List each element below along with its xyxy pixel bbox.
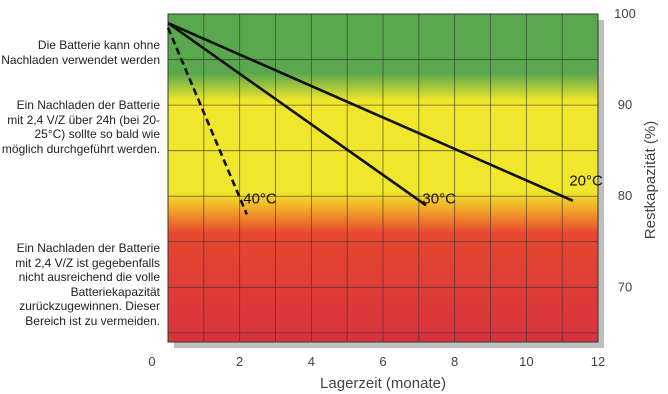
zone-note-red: Ein Nachladen der Batterie mit 2,4 V/Z i… [15, 241, 160, 328]
x-tick-6: 12 [591, 354, 605, 369]
x-tick-labels: 0 2 4 6 8 10 12 [148, 354, 605, 369]
series-line-0 [167, 21, 574, 202]
y-tick-2: 90 [618, 97, 632, 112]
series-labels: 20°C 30°C 40°C [243, 172, 603, 207]
zone-note-green: Die Batterie kann ohne Nachladen verwend… [1, 38, 160, 67]
y-axis-label: Restkapazität (%) [642, 121, 659, 239]
x-tick-1: 2 [236, 354, 243, 369]
zone-note-yellow: Ein Nachladen der Batterie mit 2,4 V/Z ü… [1, 98, 160, 156]
plot-frame [167, 13, 599, 343]
x-tick-5: 10 [519, 354, 533, 369]
series-line-1 [167, 22, 427, 207]
series-lines [166, 21, 574, 215]
x-tick-3: 6 [379, 354, 386, 369]
series-line-2 [166, 27, 248, 215]
grid-lines [167, 13, 599, 343]
series-label-1: 30°C [422, 191, 456, 208]
y-tick-1: 80 [618, 188, 632, 203]
y-tick-0: 70 [618, 279, 632, 294]
y-tick-3: 100 [614, 6, 636, 21]
x-tick-4: 8 [451, 354, 458, 369]
series-label-0: 20°C [569, 172, 603, 189]
series-label-2: 40°C [243, 191, 277, 208]
x-tick-2: 4 [308, 354, 315, 369]
y-tick-labels: 70 80 90 100 [614, 6, 636, 294]
x-axis-label: Lagerzeit (monate) [320, 375, 446, 392]
x-tick-0: 0 [148, 354, 155, 369]
